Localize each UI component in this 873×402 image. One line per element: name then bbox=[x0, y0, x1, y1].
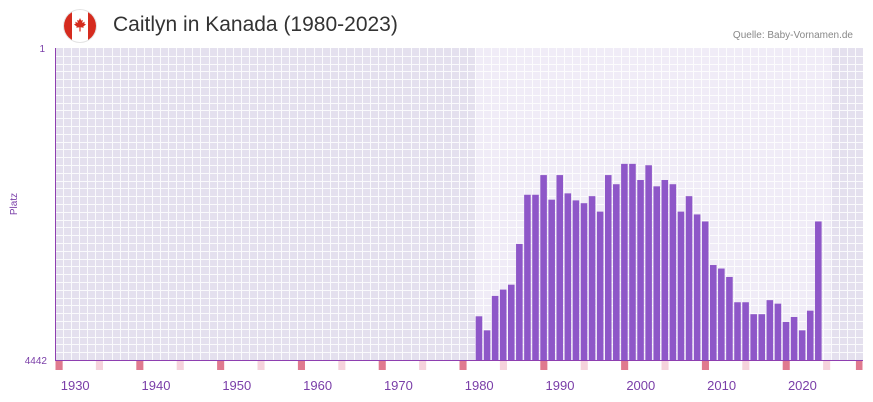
bar-1992 bbox=[572, 200, 580, 360]
bar-2015 bbox=[758, 314, 766, 360]
half-decade-marker-2025 bbox=[823, 361, 831, 370]
bar-1999 bbox=[629, 163, 636, 360]
source-credit: Quelle: Baby-Vornamen.de bbox=[732, 30, 853, 41]
bar-1982 bbox=[491, 295, 499, 360]
x-tick-label-1980: 1980 bbox=[465, 378, 494, 393]
bar-1991 bbox=[564, 193, 572, 360]
x-tick-label-2010: 2010 bbox=[707, 378, 736, 393]
decade-marker-1970 bbox=[378, 361, 386, 370]
y-tick-label-top: 1 bbox=[39, 44, 45, 55]
decade-marker-1950 bbox=[217, 361, 225, 370]
half-decade-marker-1945 bbox=[176, 361, 184, 370]
bar-2020 bbox=[798, 330, 806, 360]
flag-band-left bbox=[64, 10, 72, 42]
bar-2005 bbox=[677, 211, 685, 360]
half-decade-marker-2005 bbox=[661, 361, 669, 370]
x-tick-label-1960: 1960 bbox=[303, 378, 332, 393]
bar-2003 bbox=[661, 180, 669, 360]
decade-marker-2010 bbox=[701, 361, 709, 370]
bar-2018 bbox=[782, 321, 790, 360]
bar-2021 bbox=[806, 310, 814, 360]
bar-2022 bbox=[815, 221, 822, 360]
x-tick-label-1940: 1940 bbox=[142, 378, 171, 393]
decade-marker-1960 bbox=[297, 361, 305, 370]
half-decade-marker-1975 bbox=[419, 361, 427, 370]
bar-2002 bbox=[653, 186, 660, 360]
bar-1997 bbox=[613, 184, 620, 360]
x-tick-label-2000: 2000 bbox=[626, 378, 655, 393]
bar-1993 bbox=[580, 203, 588, 360]
bar-2007 bbox=[693, 214, 701, 360]
bar-2017 bbox=[774, 303, 782, 360]
half-decade-marker-1985 bbox=[499, 361, 507, 370]
half-decade-marker-1955 bbox=[257, 361, 265, 370]
half-decade-marker-1995 bbox=[580, 361, 588, 370]
bar-2012 bbox=[734, 302, 741, 360]
bar-2019 bbox=[790, 317, 798, 360]
bar-1987 bbox=[532, 194, 539, 360]
bar-1986 bbox=[524, 194, 531, 360]
x-tick-label-1950: 1950 bbox=[222, 378, 251, 393]
y-tick-label-bottom: 4442 bbox=[25, 356, 48, 367]
bar-2010 bbox=[718, 268, 725, 360]
half-decade-marker-1965 bbox=[338, 361, 346, 370]
bar-1980 bbox=[475, 316, 483, 360]
bar-1981 bbox=[483, 330, 491, 360]
half-decade-marker-1935 bbox=[95, 361, 103, 370]
bar-1995 bbox=[596, 211, 604, 360]
bar-1988 bbox=[540, 175, 547, 360]
bar-2001 bbox=[645, 165, 652, 360]
x-tick-label-1930: 1930 bbox=[61, 378, 90, 393]
maple-leaf-icon bbox=[74, 18, 86, 32]
decade-marker-2000 bbox=[621, 361, 629, 370]
decade-marker-2020 bbox=[782, 361, 790, 370]
decade-marker-1990 bbox=[540, 361, 548, 370]
canada-flag-icon bbox=[64, 10, 96, 42]
x-tick-label-2020: 2020 bbox=[788, 378, 817, 393]
bar-1994 bbox=[588, 196, 596, 360]
bar-2008 bbox=[701, 221, 709, 360]
half-decade-marker-2015 bbox=[742, 361, 750, 370]
bar-1998 bbox=[621, 163, 628, 360]
x-tick-label-1990: 1990 bbox=[546, 378, 575, 393]
bar-2016 bbox=[766, 300, 774, 360]
bar-1985 bbox=[516, 243, 523, 360]
bar-2011 bbox=[726, 276, 733, 360]
bar-1996 bbox=[604, 175, 612, 360]
decade-marker-1980 bbox=[459, 361, 467, 370]
end-marker bbox=[855, 361, 863, 370]
decade-marker-1940 bbox=[136, 361, 144, 370]
bar-2006 bbox=[685, 196, 693, 360]
x-tick-label-1970: 1970 bbox=[384, 378, 413, 393]
bar-1989 bbox=[548, 199, 555, 360]
y-axis-label: Platz bbox=[9, 193, 20, 215]
chart-title: Caitlyn in Kanada (1980-2023) bbox=[113, 13, 398, 36]
bar-2009 bbox=[709, 265, 717, 360]
grid bbox=[55, 48, 864, 360]
bar-2013 bbox=[742, 302, 749, 360]
bar-2004 bbox=[669, 184, 677, 360]
bar-1990 bbox=[556, 175, 564, 360]
flag-band-right bbox=[88, 10, 96, 42]
bar-2014 bbox=[750, 314, 757, 360]
bar-1983 bbox=[499, 289, 507, 360]
start-marker bbox=[56, 361, 63, 370]
bar-2000 bbox=[637, 180, 644, 360]
bar-1984 bbox=[507, 284, 515, 360]
